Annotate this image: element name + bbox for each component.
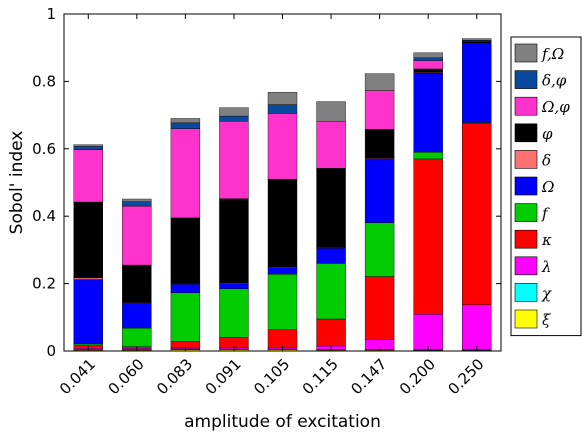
legend-swatch bbox=[514, 96, 538, 116]
x-tick-label: 0.147 bbox=[347, 355, 390, 398]
bar-segment-8-3 bbox=[219, 120, 249, 199]
bar-segment-10-7 bbox=[413, 52, 443, 59]
bar-segment-9-0 bbox=[73, 146, 103, 151]
bar-segment-5-2 bbox=[170, 284, 201, 293]
bar-segment-3-8 bbox=[462, 123, 492, 306]
bar-segment-10-0 bbox=[73, 144, 103, 147]
bar-segment-4-2 bbox=[170, 292, 201, 342]
bar-segment-3-7 bbox=[413, 158, 443, 315]
legend-swatch bbox=[514, 43, 538, 63]
x-tick-label: 0.250 bbox=[444, 355, 487, 398]
legend-swatch bbox=[514, 309, 538, 329]
bar-segment-6-0 bbox=[73, 277, 103, 280]
y-tick-label: 0.4 bbox=[32, 207, 56, 225]
legend-entry: λ bbox=[541, 258, 552, 276]
legend-entry: f,Ω bbox=[541, 45, 564, 63]
bar-segment-7-2 bbox=[170, 217, 201, 284]
bar-segment-9-4 bbox=[267, 104, 298, 114]
bar-segment-5-4 bbox=[267, 267, 298, 275]
bar-segment-4-4 bbox=[267, 273, 298, 330]
x-tick-label: 0.091 bbox=[202, 355, 245, 398]
bar-segment-3-5 bbox=[316, 318, 346, 347]
y-tick-label: 0.2 bbox=[32, 275, 56, 293]
bar-segment-7-7 bbox=[413, 68, 443, 73]
x-tick-label: 0.200 bbox=[396, 355, 439, 398]
x-tick-label: 0.105 bbox=[250, 355, 293, 398]
legend-entry: f bbox=[541, 205, 550, 223]
bar-segment-7-6 bbox=[364, 129, 395, 159]
bar-segment-5-1 bbox=[122, 302, 152, 329]
y-tick-label: 0.8 bbox=[32, 72, 56, 90]
bar-segment-10-5 bbox=[316, 101, 346, 122]
legend-entry: δ bbox=[542, 151, 551, 169]
bar-segment-9-3 bbox=[219, 115, 249, 122]
legend-entry: Ω,φ bbox=[541, 98, 570, 116]
bar-segment-5-8 bbox=[462, 43, 492, 123]
bar-segment-4-6 bbox=[364, 222, 395, 277]
bar-segment-10-8 bbox=[462, 38, 492, 41]
y-tick-label: 1 bbox=[46, 5, 56, 23]
x-tick-label: 0.083 bbox=[153, 355, 196, 398]
bar-segment-4-1 bbox=[122, 327, 152, 347]
bar-segment-3-6 bbox=[364, 276, 395, 340]
bar-segment-4-7 bbox=[413, 151, 443, 160]
bars-layer bbox=[73, 38, 492, 352]
bar-segment-5-6 bbox=[364, 158, 395, 223]
x-axis-label: amplitude of excitation bbox=[184, 412, 381, 432]
legend-entry: Ω bbox=[541, 178, 554, 196]
x-tick-label: 0.060 bbox=[105, 355, 148, 398]
x-tick-label: 0.115 bbox=[299, 355, 342, 398]
bar-segment-7-3 bbox=[219, 198, 249, 284]
bar-segment-5-5 bbox=[316, 248, 346, 264]
bar-segment-7-5 bbox=[316, 168, 346, 248]
legend-entry: δ,φ bbox=[542, 72, 567, 90]
bar-segment-2-8 bbox=[462, 304, 492, 350]
legend-entry: ξ bbox=[542, 311, 551, 329]
legend-swatch bbox=[514, 176, 538, 196]
bar-segment-10-1 bbox=[122, 198, 152, 202]
bar-segment-5-3 bbox=[219, 283, 249, 289]
bar-segment-10-4 bbox=[267, 91, 298, 105]
bar-segment-8-0 bbox=[73, 149, 103, 203]
legend-entry: χ bbox=[541, 284, 552, 302]
bar-segment-4-3 bbox=[219, 288, 249, 338]
bar-segment-4-0 bbox=[73, 343, 103, 346]
bar-segment-7-1 bbox=[122, 264, 152, 303]
bar-segment-9-2 bbox=[170, 122, 201, 129]
bar-segment-8-1 bbox=[122, 205, 152, 266]
legend-swatch bbox=[514, 256, 538, 276]
y-axis-label: Sobol' index bbox=[7, 131, 27, 235]
legend-swatch bbox=[514, 283, 538, 302]
bar-segment-8-7 bbox=[413, 60, 443, 70]
legend-swatch bbox=[514, 150, 538, 169]
legend-entry: φ bbox=[542, 125, 553, 143]
bar-segment-4-5 bbox=[316, 263, 346, 320]
bar-segment-8-2 bbox=[170, 128, 201, 219]
bar-segment-7-0 bbox=[73, 201, 103, 279]
bar-segment-7-4 bbox=[267, 178, 298, 267]
bar-segment-5-0 bbox=[73, 279, 103, 344]
legend-swatch bbox=[514, 229, 538, 249]
bar-segment-2-7 bbox=[413, 314, 443, 350]
bar-segment-5-7 bbox=[413, 72, 443, 153]
legend-swatch bbox=[514, 123, 538, 143]
legend-entry: κ bbox=[541, 231, 552, 249]
y-axis-ticks: 0 0.2 0.4 0.6 0.8 1 bbox=[32, 5, 501, 360]
bar-segment-10-3 bbox=[219, 107, 249, 117]
legend-swatch bbox=[514, 70, 538, 89]
x-tick-label: 0.041 bbox=[56, 355, 99, 398]
y-tick-label: 0 bbox=[46, 342, 56, 360]
legend-swatch bbox=[514, 203, 538, 222]
bar-segment-8-4 bbox=[267, 113, 298, 180]
bar-segment-10-2 bbox=[170, 118, 201, 124]
y-tick-label: 0.6 bbox=[32, 140, 56, 158]
bar-segment-8-5 bbox=[316, 120, 346, 169]
bar-segment-3-4 bbox=[267, 329, 298, 348]
bar-segment-10-6 bbox=[364, 73, 395, 91]
bar-segment-9-7 bbox=[413, 57, 443, 61]
bar-segment-8-6 bbox=[364, 90, 395, 130]
bar-segment-9-1 bbox=[122, 201, 152, 207]
